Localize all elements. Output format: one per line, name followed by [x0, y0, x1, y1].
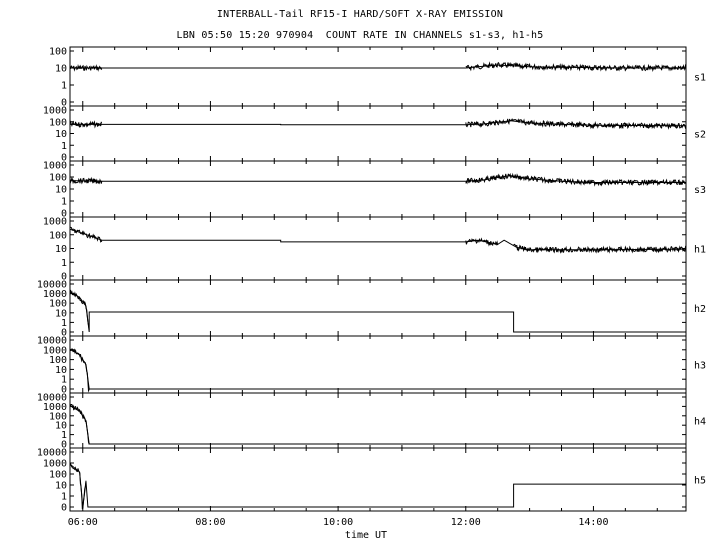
y-tick-label-s1: 10 [55, 64, 67, 75]
y-tick-label-h4: 100 [49, 411, 67, 422]
series-noise-h5 [69, 462, 87, 510]
y-tick-label-h4: 1 [61, 430, 67, 441]
series-noise-h3 [70, 348, 90, 393]
panel-frame-s1 [69, 46, 687, 107]
y-tick-label-h2: 1 [61, 318, 67, 329]
series-noise-s1 [69, 63, 103, 72]
y-tick-label-h4: 10000 [37, 393, 67, 404]
x-tick-label: 12:00 [451, 517, 481, 528]
x-tick-label: 10:00 [323, 517, 353, 528]
channel-label-h1: h1 [694, 245, 706, 256]
y-tick-label-s1: 0 [61, 98, 67, 109]
x-tick-label: 14:00 [578, 517, 608, 528]
y-tick-label-h5: 100 [49, 470, 67, 481]
y-tick-label-h3: 1000 [43, 345, 67, 356]
y-tick-label-s3: 100 [49, 173, 67, 184]
panel-frame-h4 [69, 392, 687, 449]
y-tick-label-s3: 10 [55, 185, 67, 196]
panel-frame-h5 [69, 447, 687, 512]
series-line-h4 [69, 405, 686, 445]
panel-frame-s2 [69, 105, 687, 162]
series-noise-s1 [465, 61, 687, 72]
y-tick-label-h4: 10 [55, 421, 67, 432]
y-tick-label-h2: 0 [61, 328, 67, 339]
y-tick-label-h3: 0 [61, 385, 67, 396]
series-line-h3 [69, 348, 686, 390]
series-noise-h1 [69, 226, 103, 243]
y-tick-label-s2: 0 [61, 153, 67, 164]
y-tick-label-s2: 100 [49, 117, 67, 128]
y-tick-label-h1: 1000 [43, 217, 67, 228]
y-tick-label-h5: 1 [61, 492, 67, 503]
series-noise-s3 [69, 176, 103, 185]
series-noise-s2 [69, 120, 103, 129]
y-tick-label-h2: 100 [49, 299, 67, 310]
channel-label-h4: h4 [694, 417, 706, 428]
y-tick-label-s3: 1 [61, 197, 67, 208]
y-tick-label-s3: 0 [61, 209, 67, 220]
channel-label-h5: h5 [694, 476, 706, 487]
series-noise-h4 [69, 404, 90, 445]
y-tick-label-h1: 1 [61, 258, 67, 269]
series-line-h1 [69, 228, 687, 251]
y-tick-label-h5: 1000 [43, 459, 67, 470]
y-tick-label-s1: 100 [49, 47, 67, 58]
channel-label-h3: h3 [694, 361, 706, 372]
y-tick-label-h3: 10 [55, 365, 67, 376]
series-noise-h1 [465, 237, 499, 247]
series-noise-s3 [465, 172, 687, 187]
panel-frame-h3 [69, 335, 687, 394]
y-tick-label-h1: 100 [49, 230, 67, 241]
y-tick-label-h1: 0 [61, 272, 67, 283]
series-line-h2 [69, 291, 686, 333]
chart-title: INTERBALL-Tail RF15-I HARD/SOFT X-RAY EM… [216, 9, 504, 20]
y-tick-label-s2: 1 [61, 141, 67, 152]
chart-subtitle: LBN 05:50 15:20 970904 COUNT RATE IN CHA… [176, 30, 544, 41]
y-tick-label-h3: 100 [49, 355, 67, 366]
y-tick-label-h5: 10000 [37, 448, 67, 459]
series-line-h5 [69, 463, 686, 508]
channel-label-h2: h2 [694, 304, 706, 315]
y-tick-label-h4: 1000 [43, 402, 67, 413]
channel-label-s2: s2 [694, 130, 706, 141]
y-tick-label-h2: 10 [55, 308, 67, 319]
y-tick-label-h5: 0 [61, 503, 67, 514]
channel-label-s1: s1 [694, 73, 706, 84]
y-tick-label-h5: 10 [55, 481, 67, 492]
y-tick-label-s3: 1000 [43, 161, 67, 172]
series-noise-h2 [69, 289, 90, 330]
x-tick-label: 06:00 [68, 517, 98, 528]
series-noise-s2 [465, 118, 687, 130]
y-tick-label-h1: 10 [55, 244, 67, 255]
x-tick-label: 08:00 [195, 517, 225, 528]
y-tick-label-h4: 0 [61, 440, 67, 451]
panel-frame-h2 [69, 279, 687, 337]
y-tick-label-h2: 1000 [43, 289, 67, 300]
y-tick-label-s2: 1000 [43, 106, 67, 117]
y-tick-label-h2: 10000 [37, 280, 67, 291]
y-tick-label-h3: 10000 [37, 336, 67, 347]
panel-frame-s3 [69, 160, 687, 218]
y-tick-label-h3: 1 [61, 375, 67, 386]
y-tick-label-s1: 1 [61, 81, 67, 92]
x-axis-label: time UT [345, 530, 387, 541]
series-noise-h1 [513, 243, 687, 254]
y-tick-label-s2: 10 [55, 129, 67, 140]
channel-label-s3: s3 [694, 185, 706, 196]
